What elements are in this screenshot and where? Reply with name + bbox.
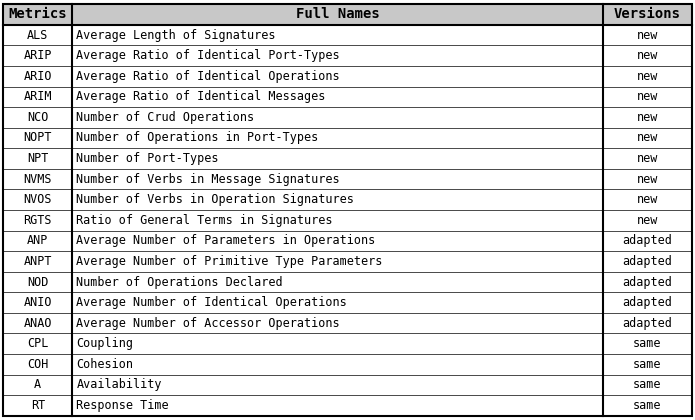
Text: NOD: NOD bbox=[27, 276, 49, 289]
Text: Number of Verbs in Message Signatures: Number of Verbs in Message Signatures bbox=[76, 173, 340, 186]
Text: adapted: adapted bbox=[622, 276, 672, 289]
Text: new: new bbox=[637, 131, 658, 144]
Text: same: same bbox=[633, 399, 662, 412]
Text: Average Number of Primitive Type Parameters: Average Number of Primitive Type Paramet… bbox=[76, 255, 383, 268]
Text: new: new bbox=[637, 70, 658, 83]
Text: Cohesion: Cohesion bbox=[76, 358, 133, 371]
Text: same: same bbox=[633, 378, 662, 391]
Text: Average Ratio of Identical Port-Types: Average Ratio of Identical Port-Types bbox=[76, 49, 340, 62]
Text: NPT: NPT bbox=[27, 152, 49, 165]
Text: Number of Crud Operations: Number of Crud Operations bbox=[76, 111, 254, 124]
Text: CPL: CPL bbox=[27, 337, 49, 350]
Text: COH: COH bbox=[27, 358, 49, 371]
Text: NVMS: NVMS bbox=[24, 173, 52, 186]
Text: Average Ratio of Identical Messages: Average Ratio of Identical Messages bbox=[76, 90, 326, 103]
Text: ANPT: ANPT bbox=[24, 255, 52, 268]
Text: Versions: Versions bbox=[614, 8, 680, 21]
Text: Number of Operations Declared: Number of Operations Declared bbox=[76, 276, 283, 289]
Text: ARIO: ARIO bbox=[24, 70, 52, 83]
Text: ANIO: ANIO bbox=[24, 296, 52, 309]
Text: new: new bbox=[637, 49, 658, 62]
Text: new: new bbox=[637, 214, 658, 227]
Text: new: new bbox=[637, 193, 658, 206]
Text: Coupling: Coupling bbox=[76, 337, 133, 350]
Bar bbox=[3, 4, 692, 25]
Text: same: same bbox=[633, 358, 662, 371]
Text: ANP: ANP bbox=[27, 234, 49, 247]
Text: new: new bbox=[637, 111, 658, 124]
Text: A: A bbox=[34, 378, 42, 391]
Text: Availability: Availability bbox=[76, 378, 162, 391]
Text: new: new bbox=[637, 90, 658, 103]
Text: Average Number of Identical Operations: Average Number of Identical Operations bbox=[76, 296, 347, 309]
Text: RGTS: RGTS bbox=[24, 214, 52, 227]
Text: NVOS: NVOS bbox=[24, 193, 52, 206]
Text: ARIM: ARIM bbox=[24, 90, 52, 103]
Text: Full Names: Full Names bbox=[295, 8, 379, 21]
Text: adapted: adapted bbox=[622, 317, 672, 330]
Text: NOPT: NOPT bbox=[24, 131, 52, 144]
Text: adapted: adapted bbox=[622, 234, 672, 247]
Text: Average Length of Signatures: Average Length of Signatures bbox=[76, 29, 276, 42]
Text: ALS: ALS bbox=[27, 29, 49, 42]
Text: new: new bbox=[637, 173, 658, 186]
Text: Average Ratio of Identical Operations: Average Ratio of Identical Operations bbox=[76, 70, 340, 83]
Text: new: new bbox=[637, 152, 658, 165]
Text: Number of Verbs in Operation Signatures: Number of Verbs in Operation Signatures bbox=[76, 193, 354, 206]
Text: Average Number of Parameters in Operations: Average Number of Parameters in Operatio… bbox=[76, 234, 375, 247]
Text: adapted: adapted bbox=[622, 255, 672, 268]
Text: Ratio of General Terms in Signatures: Ratio of General Terms in Signatures bbox=[76, 214, 333, 227]
Text: RT: RT bbox=[31, 399, 45, 412]
Text: same: same bbox=[633, 337, 662, 350]
Text: Number of Operations in Port-Types: Number of Operations in Port-Types bbox=[76, 131, 318, 144]
Text: Metrics: Metrics bbox=[8, 8, 67, 21]
Text: Average Number of Accessor Operations: Average Number of Accessor Operations bbox=[76, 317, 340, 330]
Text: ANAO: ANAO bbox=[24, 317, 52, 330]
Text: NCO: NCO bbox=[27, 111, 49, 124]
Text: Response Time: Response Time bbox=[76, 399, 169, 412]
Text: new: new bbox=[637, 29, 658, 42]
Text: ARIP: ARIP bbox=[24, 49, 52, 62]
Text: adapted: adapted bbox=[622, 296, 672, 309]
Text: Number of Port-Types: Number of Port-Types bbox=[76, 152, 219, 165]
